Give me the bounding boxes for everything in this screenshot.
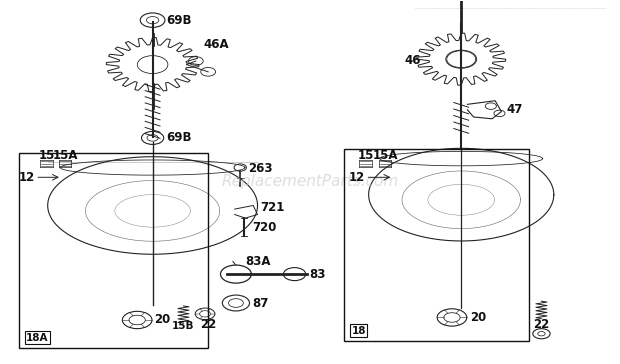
Text: 69B: 69B [166,131,192,145]
Text: 87: 87 [252,297,268,309]
Text: 83A: 83A [245,255,271,268]
Text: 720: 720 [252,221,277,234]
Text: 15A: 15A [373,150,398,162]
Text: 15B: 15B [172,321,195,331]
Text: 18A: 18A [26,333,48,343]
Text: 47: 47 [507,103,523,116]
Text: 12: 12 [19,171,35,184]
Text: 15: 15 [357,150,374,162]
Text: 83: 83 [309,268,325,281]
Text: 22: 22 [533,318,549,331]
Bar [344,150,529,341]
Text: 20: 20 [471,311,487,324]
Text: 69B: 69B [166,14,192,27]
Text: 263: 263 [248,162,273,175]
Text: ReplacementParts.com: ReplacementParts.com [221,174,399,190]
Text: 12: 12 [349,171,365,184]
Text: 15: 15 [38,150,55,162]
Text: 721: 721 [260,201,285,214]
Text: 18: 18 [352,325,366,336]
Text: 46: 46 [404,55,421,67]
Bar [19,153,208,348]
Text: 46A: 46A [203,38,229,51]
Text: 22: 22 [200,318,216,331]
Text: 20: 20 [154,313,170,327]
Text: 15A: 15A [52,150,78,162]
